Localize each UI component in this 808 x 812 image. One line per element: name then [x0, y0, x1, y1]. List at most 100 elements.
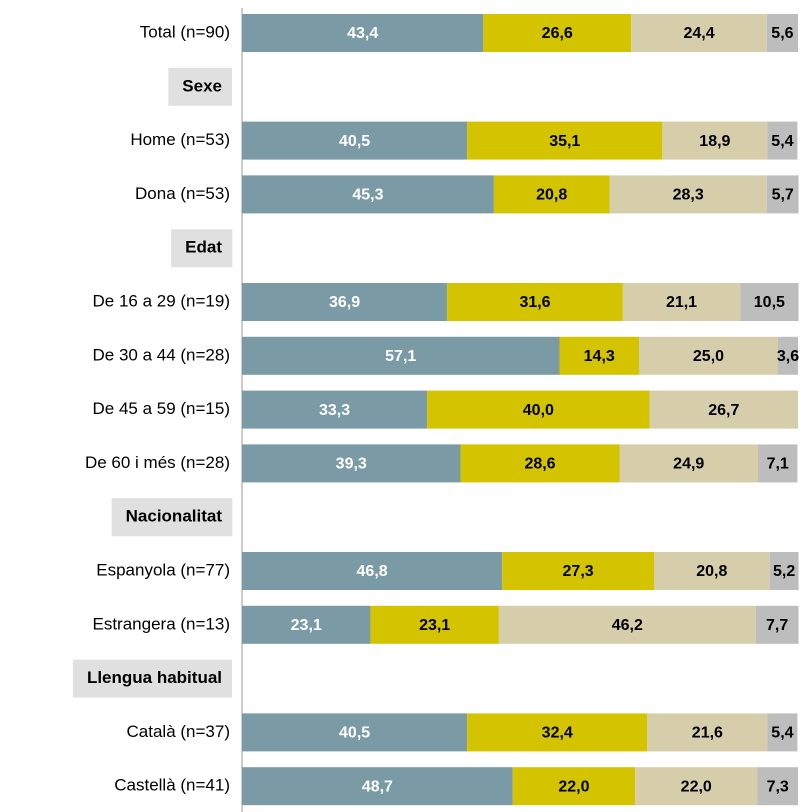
bar-segment [609, 175, 767, 214]
value-label: 3,6 [777, 348, 799, 365]
value-label: 5,4 [771, 725, 793, 742]
value-label: 26,6 [542, 25, 573, 42]
value-label: 26,7 [708, 402, 739, 419]
bar-segment [755, 605, 799, 644]
category-label: Total (n=90) [140, 22, 230, 41]
category-label: De 45 a 59 (n=15) [92, 399, 230, 418]
bar-segment [242, 390, 428, 429]
bar-segment [622, 283, 741, 321]
bar-segment [460, 444, 620, 483]
bar-segment [649, 390, 798, 429]
value-label: 5,4 [771, 133, 793, 150]
bar-segment [447, 283, 623, 321]
category-label: De 60 i més (n=28) [85, 453, 230, 472]
bar-segment [619, 444, 758, 483]
group-header-box [168, 67, 232, 106]
value-label: 46,2 [612, 617, 643, 634]
value-label: 27,3 [563, 563, 594, 580]
bar-segment [631, 14, 767, 52]
bar-segment [493, 175, 610, 214]
bar-segment [427, 390, 650, 429]
bar-segment [242, 336, 560, 375]
value-label: 40,5 [339, 133, 370, 150]
bar-segment [777, 336, 798, 375]
bar-segment [647, 713, 768, 752]
value-label: 7,3 [767, 778, 789, 795]
category-label: Estrangera (n=13) [93, 614, 231, 633]
bar-segment [242, 605, 371, 644]
bar-segment [740, 283, 799, 321]
bar-segment [559, 336, 639, 375]
group-header-box [171, 229, 233, 268]
value-label: 46,8 [357, 563, 388, 580]
bar-segment [242, 444, 461, 483]
value-label: 33,3 [319, 402, 350, 419]
value-label: 18,9 [699, 133, 730, 150]
bar-segment [502, 552, 654, 590]
value-label: 21,1 [666, 294, 697, 311]
value-label: 40,5 [339, 725, 370, 742]
category-label: Espanyola (n=77) [96, 560, 230, 579]
value-label: 40,0 [523, 402, 554, 419]
bar-segment [242, 175, 494, 214]
value-label: 22,0 [681, 778, 712, 795]
value-label: 5,6 [771, 25, 793, 42]
value-label: 48,7 [362, 778, 393, 795]
value-label: 28,3 [673, 187, 704, 204]
bar-segment [370, 605, 499, 644]
value-label: 45,3 [352, 187, 383, 204]
category-label: Dona (n=53) [135, 184, 230, 203]
value-label: 10,5 [754, 294, 785, 311]
value-label: 7,7 [766, 617, 788, 634]
bar-segment [766, 175, 799, 214]
value-label: 5,7 [772, 187, 794, 204]
group-header: Nacionalitat [126, 507, 223, 526]
value-label: 32,4 [542, 725, 573, 742]
value-label: 36,9 [329, 294, 360, 311]
category-label: De 16 a 29 (n=19) [92, 291, 230, 310]
bar-segment [498, 605, 756, 644]
bar-segment [242, 552, 503, 590]
bar-segment [467, 713, 648, 752]
value-label: 23,1 [291, 617, 322, 634]
value-label: 24,9 [673, 456, 704, 473]
value-label: 25,0 [693, 348, 724, 365]
bar-segment [653, 552, 770, 590]
group-header: Edat [185, 238, 222, 257]
value-label: 35,1 [549, 133, 580, 150]
group-header-box [111, 498, 233, 537]
bar-segment [766, 14, 798, 52]
value-label: 24,4 [683, 25, 714, 42]
value-label: 31,6 [519, 294, 550, 311]
bar-segment [757, 444, 798, 483]
category-label: Català (n=37) [127, 722, 230, 741]
category-label: De 30 a 44 (n=28) [92, 345, 230, 364]
bar-segment [483, 14, 632, 52]
value-label: 22,0 [558, 778, 589, 795]
value-label: 28,6 [524, 456, 555, 473]
bar-segment [242, 283, 448, 321]
value-label: 20,8 [696, 563, 727, 580]
bar-segment [769, 552, 799, 590]
bar-segment [242, 121, 468, 160]
bar-segment [638, 336, 778, 375]
bar-segment [512, 767, 636, 806]
bar-segment [767, 713, 798, 752]
value-label: 23,1 [419, 617, 450, 634]
value-label: 21,6 [692, 725, 723, 742]
category-label: Castellà (n=41) [114, 776, 230, 795]
group-header-box [72, 659, 232, 698]
value-label: 20,8 [536, 187, 567, 204]
bar-segment [242, 767, 513, 806]
bar-segment [635, 767, 758, 806]
bar-segment [242, 14, 484, 52]
bar-segment [467, 121, 663, 160]
value-label: 57,1 [385, 348, 416, 365]
value-label: 43,4 [347, 25, 378, 42]
bar-segment [242, 713, 468, 752]
bar-segment [662, 121, 768, 160]
bar-segment [757, 767, 798, 806]
value-label: 7,1 [767, 456, 789, 473]
value-label: 39,3 [336, 456, 367, 473]
